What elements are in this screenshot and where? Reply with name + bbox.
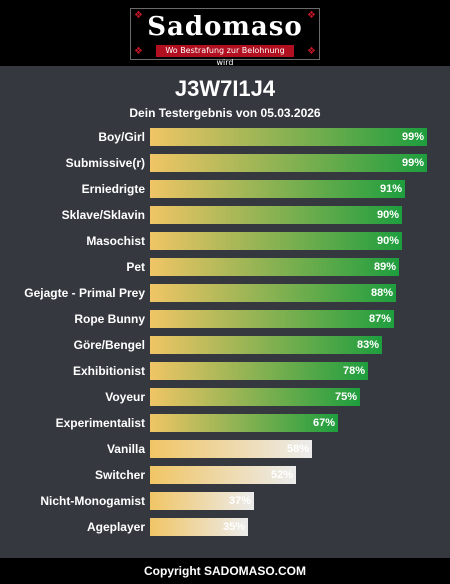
bar-value-label: 78% [342,365,365,377]
bar-category-label: Submissive(r) [65,156,145,170]
bar-value-label: 99% [401,157,424,169]
footer-copyright: Copyright SADOMASO.COM [0,558,450,584]
bar-category-label: Sklave/Sklavin [61,208,145,222]
bar-category-label: Masochist [86,234,145,248]
bar-value-label: 67% [312,417,335,429]
corner-ornament-icon: ❖ [307,46,316,57]
chart-title: J3W7I1J4 [174,76,276,101]
bar: 75% [150,388,360,406]
bar: 35% [150,518,248,536]
bar-value-label: 90% [376,235,399,247]
bar-category-label: Ageplayer [86,520,145,534]
bar-category-label: Vanilla [106,442,145,456]
bar: 91% [150,180,405,198]
bar: 78% [150,362,368,380]
bar-value-label: 90% [376,209,399,221]
bar-value-label: 87% [368,313,391,325]
bar-category-label: Pet [126,260,145,274]
bar-category-label: Exhibitionist [73,364,145,378]
logo-wordmark: Sadomaso [147,12,303,42]
bar-value-label: 37% [228,495,251,507]
bar-value-label: 83% [356,339,379,351]
result-panel: J3W7I1J4 Dein Testergebnis von 05.03.202… [0,66,450,558]
bar-value-label: 88% [370,287,393,299]
bar-category-label: Boy/Girl [98,130,145,144]
bar: 37% [150,492,254,510]
bar: 52% [150,466,296,484]
bar-category-label: Switcher [94,468,145,482]
bar: 67% [150,414,338,432]
corner-ornament-icon: ❖ [134,10,143,21]
bar-category-label: Experimentalist [55,416,145,430]
bar-category-label: Erniedrigte [81,182,145,196]
bar-value-label: 58% [286,443,309,455]
bar: 89% [150,258,399,276]
bar: 99% [150,154,427,172]
bar: 99% [150,128,427,146]
chart-subtitle: Dein Testergebnis von 05.03.2026 [129,106,321,120]
bar-category-label: Nicht-Monogamist [40,494,145,508]
bar-value-label: 75% [334,391,357,403]
logo-tagline: Wo Bestrafung zur Belohnung wird [156,45,294,67]
header: ❖ ❖ ❖ ❖ Sadomaso Wo Bestrafung zur Beloh… [0,0,450,67]
bar: 58% [150,440,312,458]
bar: 88% [150,284,396,302]
corner-ornament-icon: ❖ [307,10,316,21]
bar: 90% [150,232,402,250]
bar-value-label: 91% [379,183,402,195]
bar-value-label: 89% [373,261,396,273]
bar: 83% [150,336,382,354]
bar-value-label: 99% [401,131,424,143]
bar-value-label: 52% [270,469,293,481]
bar: 90% [150,206,402,224]
corner-ornament-icon: ❖ [134,46,143,57]
bar: 87% [150,310,394,328]
bar-value-label: 35% [222,521,245,533]
bar-category-label: Voyeur [105,390,145,404]
bar-category-label: Rope Bunny [74,312,145,326]
logo-frame [130,8,320,60]
bar-category-label: Gejagte - Primal Prey [24,286,145,300]
bar-category-label: Göre/Bengel [73,338,145,352]
sadomaso-logo[interactable]: ❖ ❖ ❖ ❖ Sadomaso Wo Bestrafung zur Beloh… [130,8,320,67]
